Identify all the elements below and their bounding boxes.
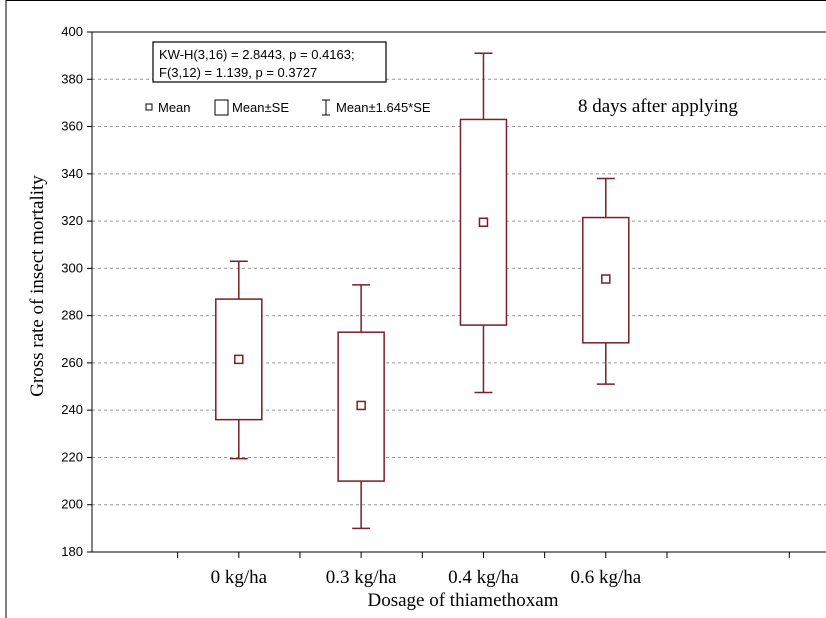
legend-label-mean: Mean	[158, 100, 191, 115]
y-tick-label: 400	[61, 24, 83, 39]
y-tick-label: 320	[61, 213, 83, 228]
mean-marker	[478, 217, 489, 228]
y-tick-label: 340	[61, 166, 83, 181]
legend-whisker-icon	[322, 99, 330, 116]
y-tick-label: 200	[61, 497, 83, 512]
x-tick-label: 0.6 kg/ha	[570, 567, 641, 588]
legend-label-ci: Mean±1.645*SE	[336, 100, 431, 115]
plot-area: 180 200 220 240 260 280 300 320 340 360 380 400 0 kg…	[61, 24, 826, 588]
y-tick-label: 300	[61, 260, 83, 275]
stats-box: KW-H(3,16) = 2.8443, p = 0.4163; F(3,12)…	[152, 41, 387, 83]
stats-line-1: KW-H(3,16) = 2.8443, p = 0.4163;	[159, 47, 355, 62]
x-axis-title: Dosage of thiamethoxam	[367, 590, 558, 611]
mean-marker	[601, 274, 611, 284]
mean-marker	[356, 400, 366, 411]
stats-line-2: F(3,12) = 1.139, p = 0.3727	[159, 65, 317, 80]
stats-box-border	[152, 41, 387, 83]
legend-box-icon	[214, 99, 229, 116]
y-tick-label: 260	[61, 355, 83, 370]
y-tick-label: 280	[61, 308, 83, 323]
legend-mean-icon	[145, 103, 153, 111]
y-tick-label: 360	[61, 119, 83, 134]
y-tick-label: 220	[61, 449, 83, 464]
x-tick-label: 0.4 kg/ha	[448, 567, 519, 588]
legend: Mean Mean±SE Mean±1.645*SE	[145, 99, 431, 116]
legend-label-se: Mean±SE	[232, 100, 289, 115]
mean-marker	[234, 354, 244, 365]
y-tick-label: 380	[61, 71, 83, 86]
se-box	[215, 298, 263, 421]
annotation-text: 8 days after applying	[578, 96, 738, 117]
y-axis-title: Gross rate of insect mortality	[27, 175, 48, 397]
y-tick-label: 240	[61, 402, 83, 417]
y-tick-label: 180	[61, 544, 83, 559]
x-tick-label: 0 kg/ha	[211, 567, 268, 588]
x-tick-label: 0.3 kg/ha	[326, 567, 397, 588]
